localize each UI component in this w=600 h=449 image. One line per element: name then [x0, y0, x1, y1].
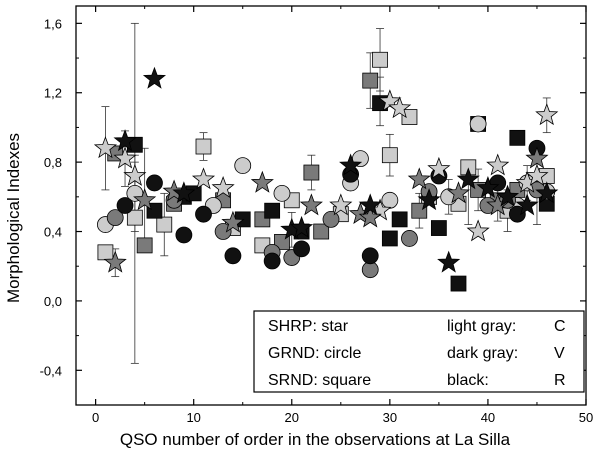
- point-star-light-gray: [329, 193, 353, 216]
- point-star-black: [290, 215, 314, 238]
- legend-row-2-right-value: V: [554, 345, 565, 362]
- x-tick-label: 50: [579, 410, 593, 425]
- legend-row-2-left: GRND: circle: [268, 345, 361, 362]
- point-circle-black: [175, 226, 193, 244]
- legend-row-2-right-label: dark gray:: [447, 345, 518, 362]
- y-axis-label: Morphological Indexes: [4, 133, 23, 303]
- point-star-black: [113, 129, 137, 152]
- point-square-light-gray: [195, 138, 212, 155]
- y-tick-label: 0,4: [44, 225, 62, 240]
- point-square-light-gray: [401, 109, 418, 125]
- point-star-black: [417, 188, 441, 211]
- point-star-light-gray: [123, 163, 147, 186]
- point-circle-dark-gray: [106, 209, 124, 227]
- x-tick-label: 30: [383, 410, 397, 425]
- point-square-black: [430, 220, 447, 236]
- y-tick-label: 1,6: [44, 16, 62, 31]
- point-circle-dark-gray: [214, 223, 232, 240]
- point-star-black: [535, 181, 559, 204]
- point-circle-dark-gray: [322, 210, 340, 228]
- point-square-dark-gray: [303, 164, 320, 181]
- point-square-light-gray: [126, 209, 143, 226]
- point-star-black: [495, 184, 520, 207]
- point-star-dark-gray: [358, 205, 382, 228]
- point-star-black: [476, 176, 500, 198]
- point-star-light-gray: [211, 176, 235, 198]
- point-square-dark-gray: [362, 72, 379, 89]
- y-tick-label: 0,8: [44, 155, 62, 170]
- point-square-light-gray: [97, 244, 114, 261]
- y-tick-label: 1,2: [44, 86, 62, 101]
- y-tick-label: 0,0: [44, 294, 62, 309]
- legend: SHRP: star light gray: C GRND: circle da…: [253, 310, 585, 393]
- point-circle-black: [146, 174, 163, 192]
- point-star-dark-gray: [250, 170, 274, 193]
- legend-row-1-left: SHRP: star: [268, 318, 349, 335]
- legend-row-1-right-label: light gray:: [447, 318, 516, 335]
- point-star-dark-gray: [446, 181, 471, 204]
- legend-row-3-right-label: black:: [447, 372, 489, 389]
- point-star-light-gray: [388, 96, 412, 119]
- point-star-dark-gray: [133, 188, 157, 211]
- point-square-black: [381, 230, 398, 247]
- point-star-dark-gray: [221, 210, 245, 233]
- point-circle-light-gray: [273, 184, 291, 202]
- axis-ticks: 0 10 20 30 40 50 -0,4 0,0 0,4 0,8 1,2 1,6: [40, 6, 593, 425]
- point-star-black: [456, 167, 480, 190]
- point-star-dark-gray: [299, 193, 323, 216]
- x-tick-label: 0: [92, 410, 99, 425]
- x-tick-label: 40: [481, 410, 495, 425]
- data-markers: [93, 51, 559, 292]
- legend-row-1-right-value: C: [554, 318, 566, 335]
- point-circle-light-gray: [469, 115, 487, 133]
- point-circle-light-gray: [234, 157, 252, 175]
- point-circle-black: [116, 197, 134, 214]
- point-star-black: [358, 193, 382, 216]
- point-circle-light-gray: [381, 191, 399, 209]
- point-square-light-gray: [372, 51, 388, 68]
- point-star-light-gray: [191, 167, 216, 190]
- point-star-dark-gray: [103, 250, 127, 273]
- point-square-light-gray: [156, 216, 173, 233]
- point-circle-dark-gray: [401, 230, 418, 247]
- plot-frame: [75, 5, 587, 406]
- point-square-black: [391, 211, 408, 228]
- legend-row-3-left: SRND: square: [268, 372, 371, 389]
- point-star-black: [172, 181, 196, 204]
- point-square-black: [509, 129, 526, 146]
- legend-row-3-right-value: R: [554, 372, 566, 389]
- point-star-black: [339, 153, 363, 176]
- point-star-black: [515, 193, 539, 216]
- point-star-dark-gray: [407, 167, 431, 190]
- point-circle-black: [195, 205, 212, 223]
- point-star-light-gray: [535, 103, 559, 126]
- point-star-light-gray: [378, 89, 402, 112]
- point-star-light-gray: [525, 163, 549, 186]
- point-star-dark-gray: [525, 146, 549, 169]
- point-star-light-gray: [466, 219, 490, 242]
- point-star-light-gray: [427, 156, 451, 179]
- point-circle-black: [224, 247, 242, 265]
- point-square-black: [450, 275, 467, 292]
- point-circle-black: [508, 205, 526, 223]
- point-circle-black: [361, 247, 379, 265]
- point-star-black: [142, 66, 167, 89]
- point-star-light-gray: [93, 136, 117, 159]
- point-square-light-gray: [381, 147, 398, 164]
- point-square-dark-gray: [313, 223, 330, 240]
- point-square-black: [264, 202, 281, 219]
- x-axis-label: QSO number of order in the observations …: [120, 430, 511, 449]
- point-star-light-gray: [486, 153, 510, 176]
- point-star-light-gray: [113, 146, 137, 169]
- point-circle-black: [293, 240, 310, 258]
- point-circle-black: [263, 252, 281, 270]
- x-tick-label: 10: [186, 410, 200, 425]
- legend-box: [253, 310, 585, 393]
- point-square-dark-gray: [136, 237, 153, 254]
- x-tick-label: 20: [285, 410, 299, 425]
- y-tick-label: -0,4: [40, 363, 62, 378]
- point-star-black: [437, 250, 461, 273]
